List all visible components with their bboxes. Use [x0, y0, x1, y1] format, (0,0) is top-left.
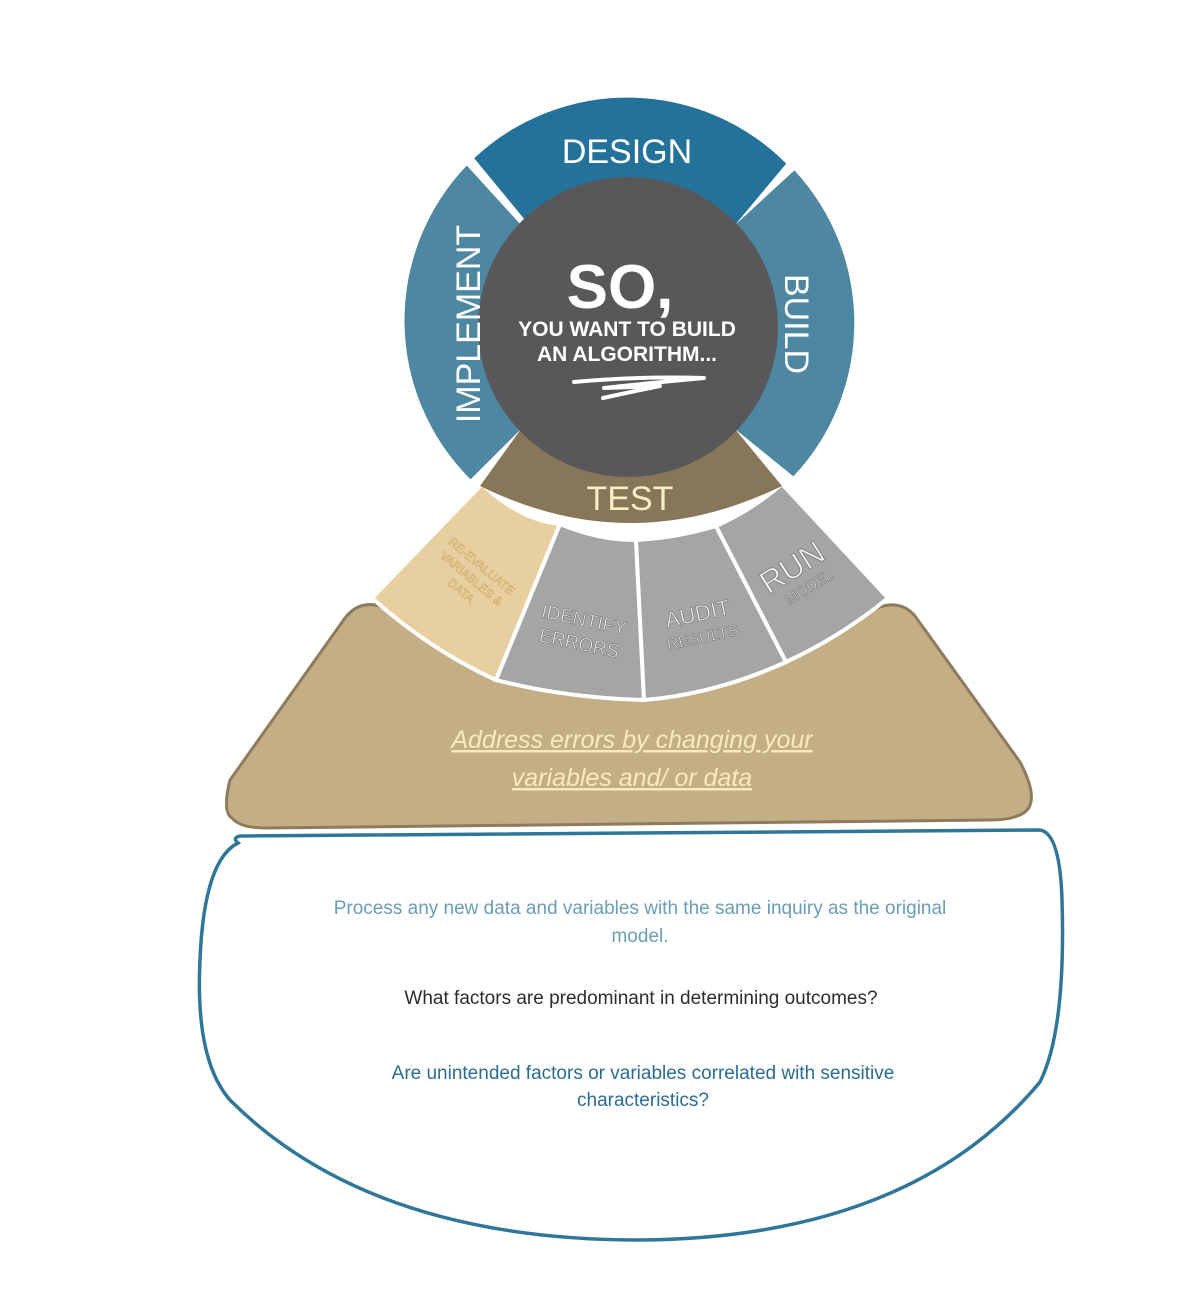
correlated-question-line1: Are unintended factors or variables corr…	[392, 1063, 895, 1084]
address-errors-link-line1[interactable]: Address errors by changing your	[449, 726, 814, 754]
info-box	[197, 828, 1065, 1242]
correlated-question-line2: characteristics?	[577, 1090, 709, 1111]
step-audit-results[interactable]	[633, 523, 789, 703]
process-text-line2: model.	[611, 926, 668, 947]
step-run-model[interactable]	[713, 481, 891, 665]
ring-center	[478, 177, 778, 477]
address-errors-link-line2[interactable]: variables and/ or data	[512, 764, 753, 792]
segment-implement[interactable]	[404, 165, 522, 480]
segment-design-label: DESIGN	[562, 133, 692, 171]
center-big-text: SO,	[567, 253, 674, 322]
center-underline-squiggle	[572, 375, 706, 400]
segment-design[interactable]	[474, 97, 787, 226]
segment-test-label: TEST	[587, 480, 674, 518]
step-identify-errors[interactable]	[493, 521, 647, 703]
segment-implement-label: IMPLEMENT	[450, 225, 488, 423]
process-text-line1: Process any new data and variables with …	[334, 898, 947, 919]
lifecycle-ring	[404, 97, 855, 523]
factors-question: What factors are predominant in determin…	[404, 988, 877, 1009]
segment-build-label: BUILD	[777, 274, 815, 374]
center-line1: YOU WANT TO BUILD	[518, 318, 736, 341]
test-steps-fan	[369, 481, 891, 703]
center-line2: AN ALGORITHM...	[537, 343, 717, 366]
segment-build[interactable]	[734, 170, 855, 477]
